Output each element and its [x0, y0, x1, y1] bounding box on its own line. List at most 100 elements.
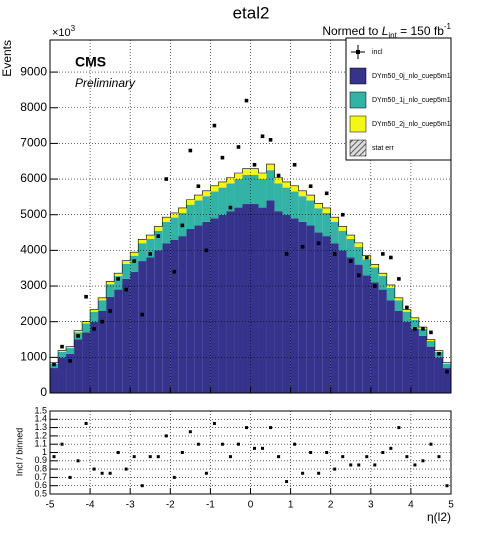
bar-segment	[234, 207, 243, 393]
x-tick-label: -3	[126, 500, 135, 511]
data-point	[324, 191, 329, 196]
lumi-prefix: Normed to	[322, 24, 381, 38]
bar-segment	[154, 226, 163, 231]
bar-segment	[370, 267, 379, 283]
bar-segment	[442, 363, 451, 369]
bar-segment	[314, 232, 323, 393]
bar-segment	[378, 276, 387, 290]
bar-segment	[386, 300, 395, 393]
data-point	[348, 259, 353, 263]
y-tick-label: 4000	[20, 243, 47, 257]
bar-segment	[306, 195, 315, 201]
bar-segment	[298, 221, 307, 393]
bar-segment	[274, 177, 283, 184]
frame	[49, 410, 452, 495]
multiplier-base: ×10	[52, 27, 71, 39]
legend-label: stat err	[372, 145, 394, 152]
ratio-point	[293, 442, 297, 446]
bar-segment	[410, 317, 419, 320]
bar-segment	[378, 273, 387, 277]
bar-segment	[330, 243, 339, 393]
data-point	[413, 327, 417, 331]
bar-segment	[346, 257, 355, 393]
multiplier: ×103	[52, 24, 76, 39]
bar-segment	[274, 183, 283, 212]
bar-segment	[202, 196, 211, 222]
bar-segment	[394, 300, 403, 311]
bar-segment	[234, 179, 243, 208]
ratio-point	[317, 471, 321, 475]
x-tick-label: -4	[86, 500, 95, 511]
bar-segment	[130, 255, 139, 272]
ratio-point	[381, 451, 385, 454]
multiplier-exp: 3	[71, 24, 76, 33]
ratio-point	[373, 463, 377, 467]
bar-segment	[370, 282, 379, 393]
bar-segment	[146, 238, 155, 258]
data-point	[180, 223, 185, 228]
bar-segment	[402, 321, 411, 393]
data-point	[356, 273, 361, 278]
y-tick-label: 3000	[20, 278, 47, 292]
bar-segment	[394, 297, 403, 301]
y-tick-label: 7000	[20, 136, 47, 150]
bar-segment	[410, 328, 419, 393]
y-axis-label: Events	[0, 40, 14, 77]
bar-segment	[258, 207, 267, 393]
data-point	[364, 255, 369, 260]
bar-segment	[186, 204, 195, 229]
bar-segment	[426, 339, 435, 341]
bar-segment	[266, 200, 275, 393]
frame	[49, 39, 452, 394]
bar-segment	[122, 278, 131, 393]
bar-segment	[338, 250, 347, 393]
bar-segment	[58, 351, 67, 358]
bar-segment	[330, 221, 339, 244]
bar-segment	[98, 300, 107, 311]
data-point	[156, 234, 161, 238]
y-tick-label: 1000	[20, 350, 47, 364]
y-tick-label: 1.3	[34, 422, 47, 432]
bar-segment	[146, 235, 155, 239]
data-point	[300, 245, 305, 249]
data-point	[381, 252, 385, 256]
lumi-mid: = 150 fb	[397, 24, 444, 38]
bar-segment	[210, 191, 219, 219]
data-point	[292, 162, 297, 167]
ratio-point	[244, 426, 248, 430]
bar-segment	[258, 179, 267, 208]
ratio-point	[132, 455, 136, 459]
bar-segment	[154, 230, 163, 251]
bar-segment	[242, 204, 251, 393]
x-tick-label: 5	[448, 500, 454, 511]
bar-segment	[282, 181, 291, 188]
ratio-y-label: Incl / binned	[14, 428, 24, 477]
data-point	[260, 134, 265, 139]
bar-segment	[218, 187, 227, 215]
ratio-point	[269, 426, 273, 430]
ratio-point	[413, 463, 417, 467]
bar-segment	[162, 243, 171, 393]
bar-segment	[402, 309, 411, 312]
bar-segment	[82, 321, 91, 324]
x-tick-label: 3	[368, 500, 374, 511]
bar-segment	[170, 239, 179, 393]
bar-segment	[234, 172, 243, 180]
data-point	[76, 334, 80, 338]
bar-segment	[90, 309, 99, 312]
data-point	[188, 148, 193, 153]
ratio-point	[76, 459, 80, 463]
bar-segment	[162, 221, 171, 244]
ratio-point	[405, 455, 409, 459]
x-tick-label: -2	[166, 500, 175, 511]
experiment: CMS	[75, 54, 106, 70]
data-point	[148, 252, 153, 256]
bar-segment	[306, 225, 315, 393]
legend-swatch	[349, 67, 367, 85]
bar-segment	[386, 287, 395, 301]
data-point	[340, 212, 345, 217]
ratio-point	[116, 451, 120, 454]
bar-segment	[418, 328, 427, 336]
lumi-sup: -1	[444, 22, 452, 31]
bar-segment	[138, 261, 147, 393]
